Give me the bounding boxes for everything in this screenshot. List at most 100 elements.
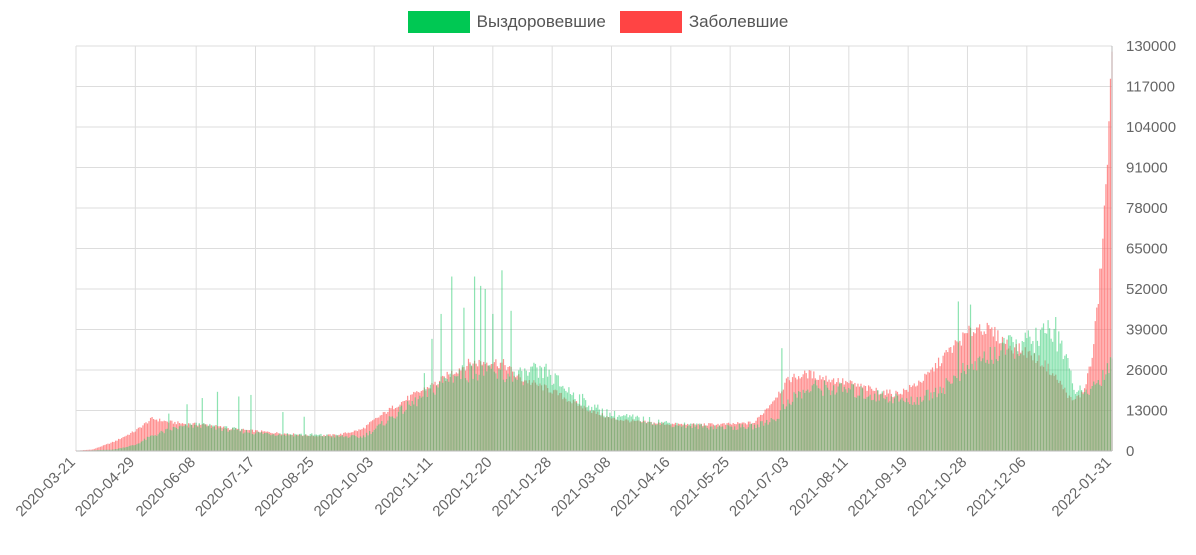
recovered-bar [864,398,867,451]
recovered-bar [883,398,885,451]
recovered-bar [146,436,149,451]
recovered-bar [565,390,567,451]
recovered-bar [711,426,713,451]
recovered-bar [825,385,827,451]
recovered-bar [139,443,141,451]
recovered-bar [960,372,962,451]
recovered-bar [305,434,307,451]
recovered-bar [324,436,327,451]
recovered-bar [676,422,678,451]
recovered-bar [556,375,558,451]
recovered-bar [457,376,459,451]
recovered-bar [801,398,803,451]
recovered-bar [464,378,467,451]
recovered-bar [610,416,613,451]
recovered-bar [945,378,947,451]
recovered-bar [807,389,809,451]
recovered-bar [460,379,462,451]
recovered-bar [588,405,590,451]
recovered-bar [937,393,940,451]
recovered-bar [823,380,826,451]
infected-bar [130,432,132,451]
y-tick-label: 65000 [1126,241,1168,258]
recovered-bar [402,413,404,451]
recovered-bar [832,385,835,451]
recovered-bar [428,388,430,451]
recovered-bar [221,431,223,451]
recovered-bar [446,379,448,451]
recovered-bar [487,365,489,451]
recovered-bar [813,383,815,451]
infected-bar [89,449,91,451]
recovered-bar [168,413,170,451]
recovered-bar [125,446,127,451]
recovered-bar [982,358,984,451]
recovered-bar [855,397,858,451]
recovered-bar [1049,328,1051,451]
recovered-bar [536,367,538,451]
recovered-bar [210,428,213,451]
recovered-bar [581,393,584,451]
recovered-bar [729,426,731,451]
recovered-bar [483,375,485,451]
recovered-bar [899,399,902,451]
infected-bar [117,438,120,451]
recovered-bar [391,416,394,451]
recovered-bar [881,391,883,451]
recovered-bar [890,396,893,451]
recovered-bar [553,383,555,451]
recovered-bar [697,429,699,451]
recovered-bar [501,270,503,451]
recovered-bar [979,356,981,451]
recovered-bar [613,410,616,451]
recovered-bar [99,449,101,451]
recovered-bar [693,423,695,451]
infected-bar [86,449,88,451]
recovered-bar [670,423,672,451]
legend-item-recovered[interactable]: Выздоровевшие [407,11,606,33]
recovered-bar [826,387,829,451]
recovered-bar [887,402,889,451]
recovered-bar [203,423,205,451]
infected-bar [140,427,143,451]
recovered-bar [689,423,692,451]
y-tick-label: 39000 [1126,322,1168,339]
recovered-bar [616,416,619,451]
recovered-bar [753,424,756,451]
recovered-bar [804,392,806,451]
recovered-bar [782,404,785,451]
recovered-bar [877,389,879,451]
infected-bar [145,422,147,451]
recovered-bar [548,369,550,451]
recovered-bar [376,425,378,451]
recovered-bar [595,407,597,451]
recovered-bar [169,429,171,451]
infected-bar [90,449,92,451]
recovered-bar [191,424,193,451]
recovered-bar [746,428,748,451]
infected-bar [121,438,123,451]
legend-item-infected[interactable]: Заболевшие [619,11,788,33]
infected-bar [105,444,108,451]
recovered-bar [369,430,371,451]
recovered-bar [438,382,441,451]
recovered-bar [659,425,661,451]
recovered-bar [400,405,403,451]
x-tick-label: 2020-07-17 [192,454,258,520]
x-tick-label: 2021-07-03 [726,454,792,520]
recovered-bar [280,435,282,451]
recovered-bar [863,398,865,451]
x-tick-label: 2021-01-28 [489,454,555,520]
recovered-bar [1099,384,1101,451]
recovered-bar [247,432,249,451]
recovered-bar [775,421,777,451]
recovered-bar [101,449,103,451]
recovered-bar [222,428,225,451]
recovered-bar [317,435,319,451]
recovered-bar [1105,374,1107,451]
recovered-bar [755,428,757,451]
infected-bar [122,437,124,451]
recovered-bar [1024,332,1026,451]
recovered-bar [665,420,667,451]
recovered-bar [574,399,576,451]
